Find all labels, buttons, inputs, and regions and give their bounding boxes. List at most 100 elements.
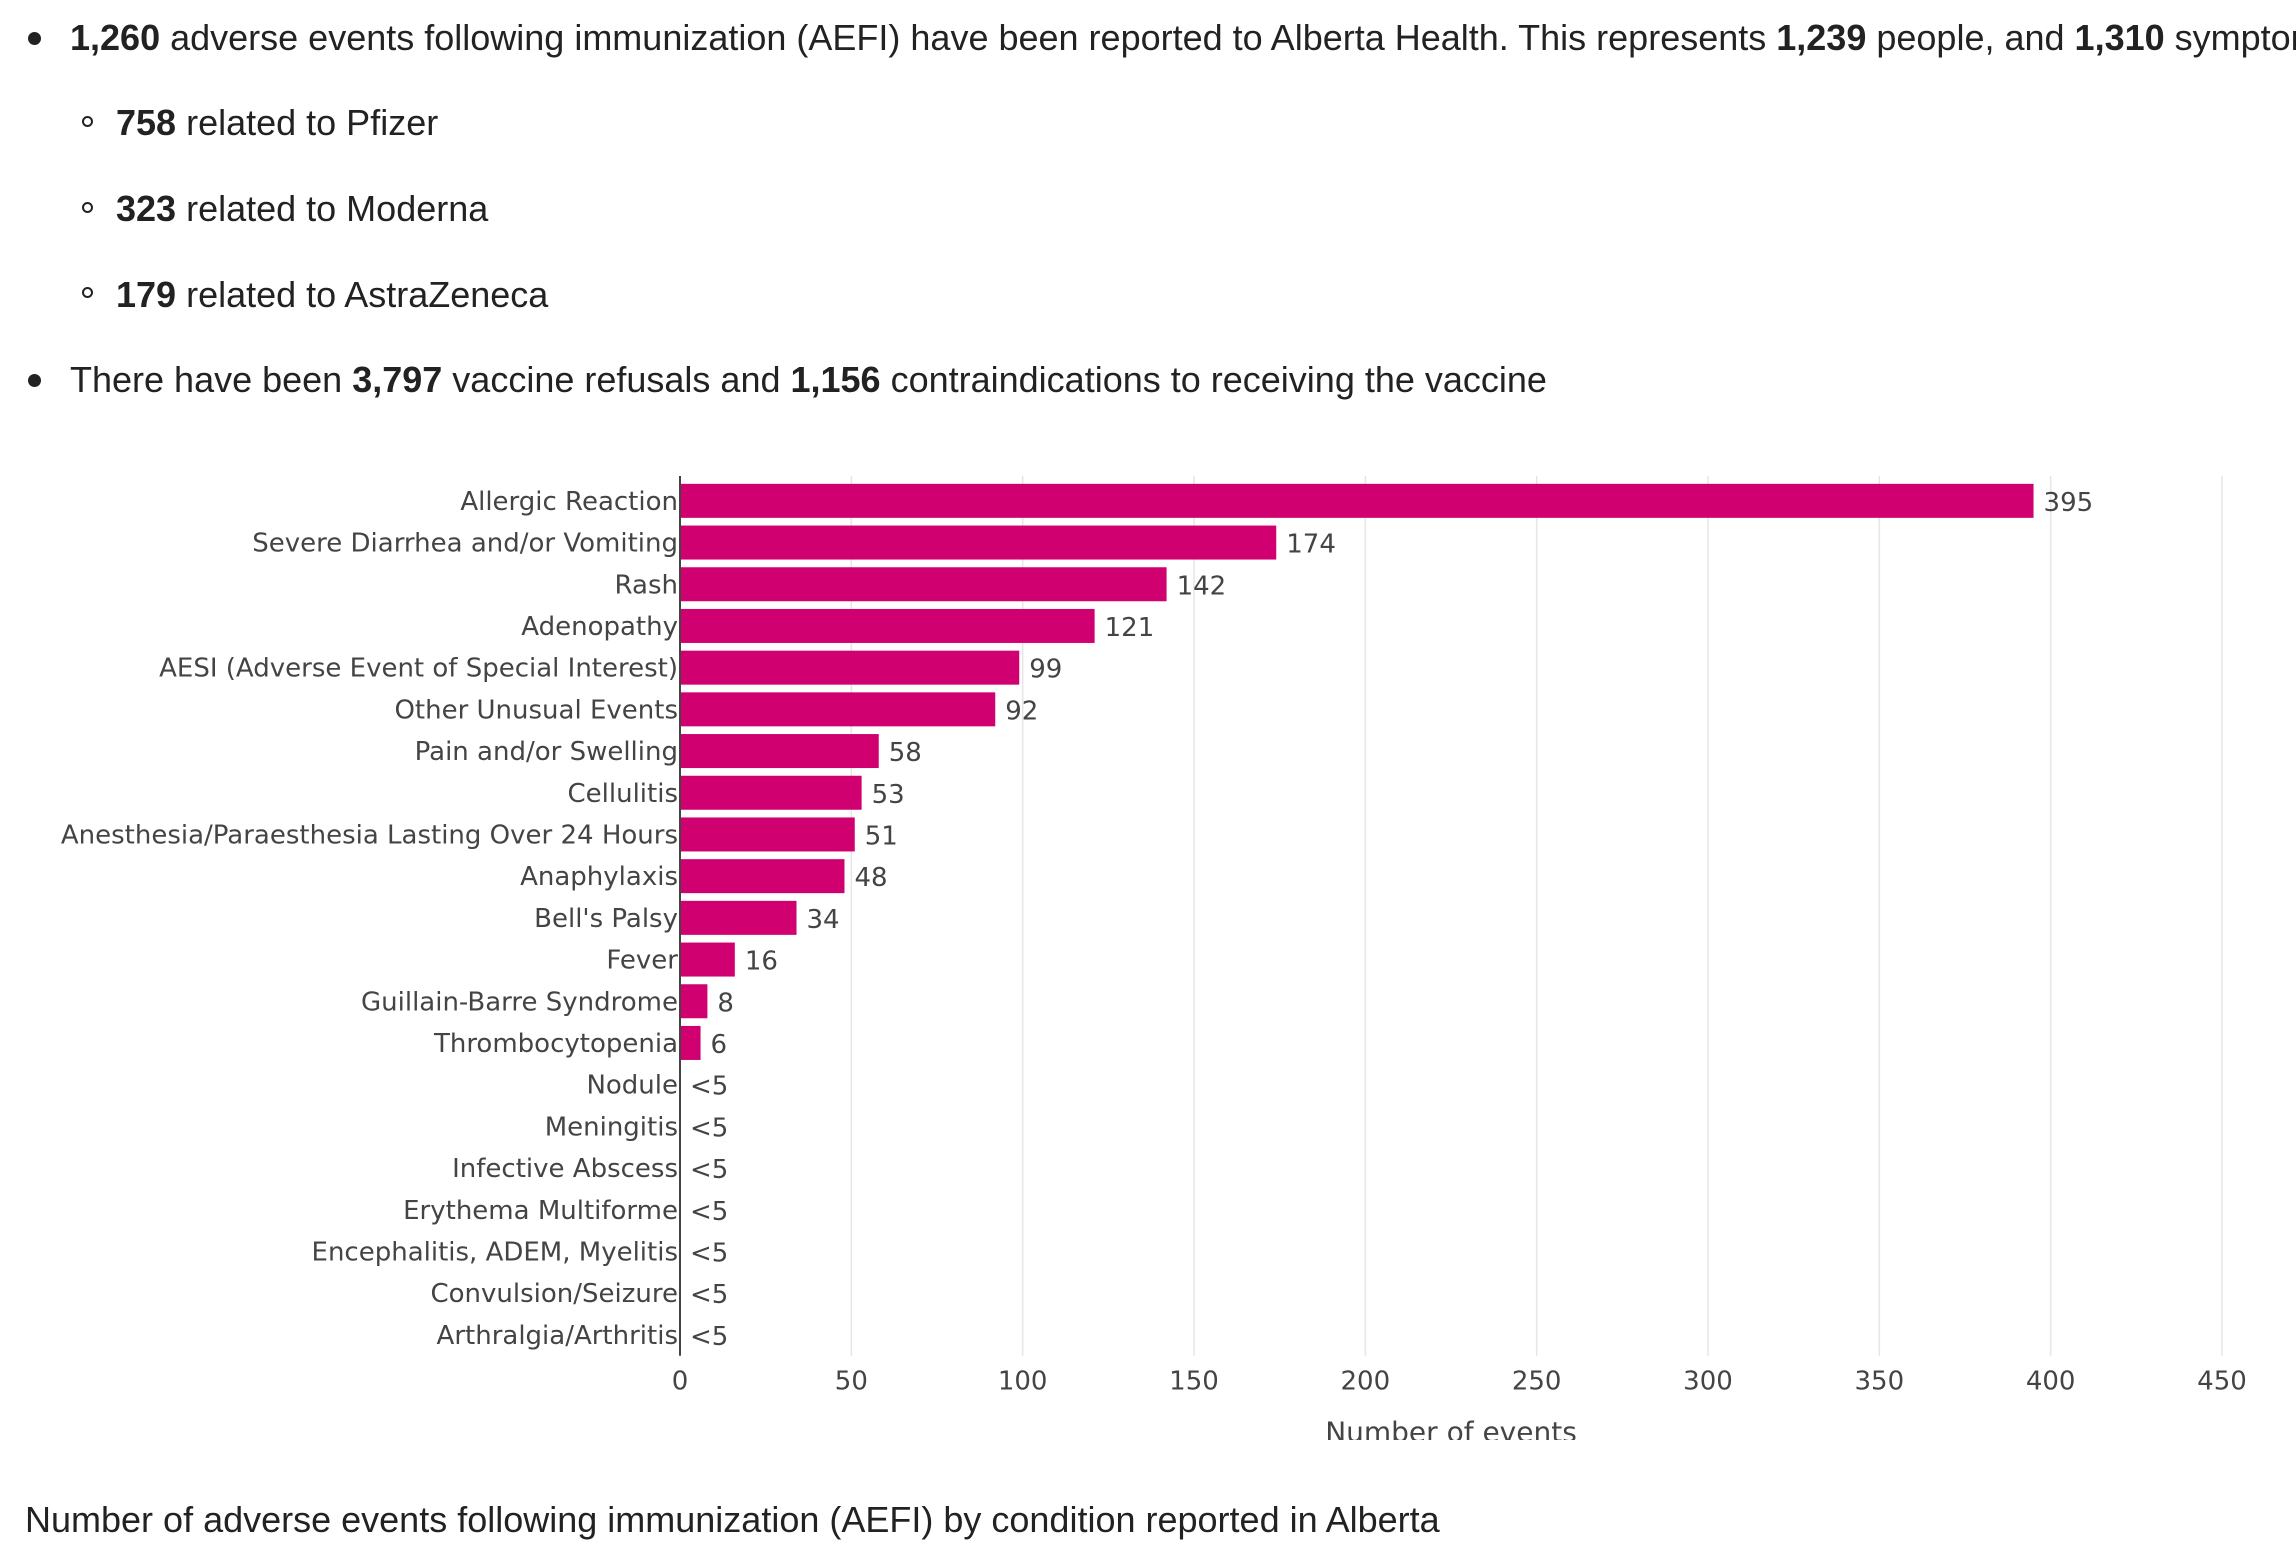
x-tick-label: 150 [1169, 1367, 1219, 1397]
pfizer-count: 758 [116, 102, 177, 143]
bar [680, 859, 845, 894]
value-label: 53 [872, 780, 905, 810]
category-label: Rash [615, 570, 678, 600]
value-label: 92 [1005, 696, 1038, 726]
x-tick-label: 200 [1341, 1367, 1391, 1397]
value-label: 48 [854, 863, 887, 893]
value-label: 51 [865, 821, 898, 851]
category-label: Nodule [586, 1071, 678, 1101]
bar [680, 734, 879, 769]
text-segment: people, and [1866, 17, 2075, 58]
bar [680, 775, 862, 810]
x-tick-label: 400 [2026, 1367, 2076, 1397]
aefi-bar-chart: Allergic Reaction Severe Diarrhea and/or … [61, 476, 2247, 1440]
category-label: Adenopathy [521, 612, 678, 642]
value-label: <5 [690, 1155, 728, 1185]
aefi-count: 1,260 [70, 17, 161, 58]
text-segment: symptoms. [2174, 17, 2296, 58]
category-label: Other Unusual Events [394, 695, 678, 725]
bar [680, 942, 735, 977]
bar [680, 1025, 701, 1060]
category-label: AESI (Adverse Event of Special Interest) [159, 654, 678, 684]
chart-value-labels: 395 174 142 121 99 92 58 53 51 48 34 16 8 6 <5 <5 <5 <5 <5… [690, 488, 2093, 1352]
category-label: Infective Abscess [452, 1154, 678, 1184]
value-label: <5 [690, 1280, 728, 1310]
text-segment: vaccine refusals and [442, 359, 791, 400]
category-label: Anaphylaxis [520, 862, 678, 892]
text-segment: adverse events following immunization (A… [160, 17, 1777, 58]
category-label: Cellulitis [568, 779, 679, 809]
value-label: <5 [690, 1072, 728, 1102]
summary-refusals: There have been 3,797 vaccine refusals a… [70, 356, 1547, 404]
category-label: Fever [606, 946, 678, 976]
sub-bullet-circle [82, 287, 93, 298]
contraindications-count: 1,156 [790, 359, 881, 400]
category-label: Pain and/or Swelling [415, 737, 678, 767]
sub-bullet-circle [82, 202, 93, 213]
x-tick-label: 450 [2197, 1367, 2247, 1397]
category-label: Erythema Multiforme [403, 1196, 678, 1226]
bullet-dot [28, 32, 41, 45]
value-label: <5 [690, 1322, 728, 1352]
chart-category-labels: Allergic Reaction Severe Diarrhea and/or … [61, 487, 678, 1351]
bar [680, 900, 797, 935]
text-segment: related to Moderna [176, 188, 489, 229]
value-label: 174 [1286, 530, 1336, 560]
value-label: 142 [1177, 571, 1227, 601]
category-label: Thrombocytopenia [433, 1029, 678, 1059]
category-label: Allergic Reaction [460, 487, 678, 517]
bar [680, 608, 1095, 643]
bar [680, 483, 2034, 518]
bar [680, 525, 1277, 560]
value-label: 121 [1105, 613, 1155, 643]
value-label: 6 [711, 1030, 728, 1060]
value-label: <5 [690, 1197, 728, 1227]
symptoms-count: 1,310 [2074, 17, 2165, 58]
value-label: 16 [745, 947, 778, 977]
category-label: Bell's Palsy [534, 904, 678, 934]
chart-gridlines [850, 476, 2223, 1356]
summary-pfizer: 758 related to Pfizer [116, 99, 438, 147]
x-tick-label: 250 [1512, 1367, 1562, 1397]
chart-bars [680, 483, 2034, 1060]
astrazeneca-count: 179 [116, 274, 177, 315]
value-label: 34 [807, 905, 840, 935]
x-tick-label: 0 [672, 1367, 689, 1397]
chart-x-ticks: 0 50 100 150 200 250 300 350 400 450 [672, 1367, 2247, 1397]
value-label: <5 [690, 1238, 728, 1268]
category-label: Guillain-Barre Syndrome [361, 987, 678, 1017]
bar [680, 817, 855, 852]
chart-x-axis-title: Number of events [1325, 1416, 1577, 1440]
text-segment: related to AstraZeneca [176, 274, 549, 315]
category-label: Anesthesia/Paraesthesia Lasting Over 24 … [61, 820, 678, 850]
text-segment: There have been [70, 359, 353, 400]
text-segment: contraindications to receiving the vacci… [880, 359, 1547, 400]
category-label: Arthralgia/Arthritis [437, 1321, 678, 1351]
bar [680, 692, 996, 727]
summary-aefi-total: 1,260 adverse events following immunizat… [70, 14, 2296, 62]
value-label: <5 [690, 1113, 728, 1143]
summary-astrazeneca: 179 related to AstraZeneca [116, 271, 548, 319]
bar [680, 567, 1167, 602]
sub-bullet-circle [82, 116, 93, 127]
text-segment: related to Pfizer [176, 102, 439, 143]
category-label: Convulsion/Seizure [430, 1279, 678, 1309]
category-label: Encephalitis, ADEM, Myelitis [312, 1237, 678, 1267]
x-tick-label: 100 [998, 1367, 1048, 1397]
bullet-dot [28, 374, 41, 387]
category-label: Severe Diarrhea and/or Vomiting [252, 529, 678, 559]
refusals-count: 3,797 [352, 359, 443, 400]
people-count: 1,239 [1776, 17, 1867, 58]
summary-moderna: 323 related to Moderna [116, 185, 488, 233]
category-label: Meningitis [545, 1112, 678, 1142]
value-label: 395 [2044, 488, 2094, 518]
bar [680, 650, 1020, 685]
x-tick-label: 50 [835, 1367, 868, 1397]
moderna-count: 323 [116, 188, 177, 229]
chart-caption: Number of adverse events following immun… [25, 1499, 1440, 1540]
bar [680, 984, 708, 1019]
value-label: 58 [889, 738, 922, 768]
x-tick-label: 350 [1855, 1367, 1905, 1397]
value-label: 99 [1029, 655, 1062, 685]
x-tick-label: 300 [1683, 1367, 1733, 1397]
